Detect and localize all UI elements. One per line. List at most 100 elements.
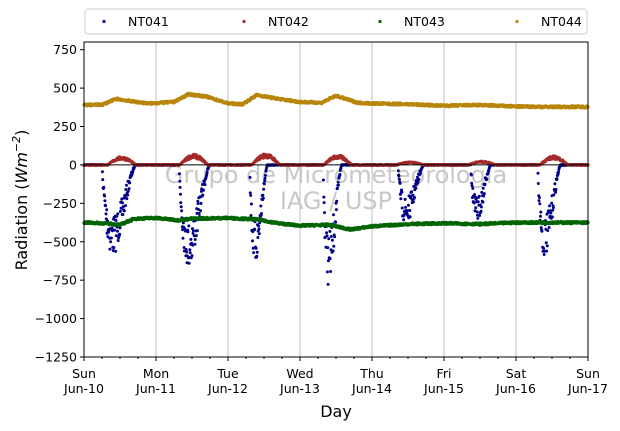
data-point	[325, 231, 329, 235]
data-point	[551, 206, 555, 210]
data-point	[326, 282, 330, 286]
data-point	[321, 178, 325, 182]
data-point	[179, 201, 183, 205]
data-point	[248, 191, 252, 195]
data-point	[554, 188, 558, 191]
data-point	[181, 236, 185, 240]
data-point	[254, 246, 258, 250]
data-point	[114, 249, 118, 253]
data-point	[187, 224, 191, 228]
data-point	[123, 204, 127, 208]
data-point	[122, 209, 126, 213]
data-point	[121, 201, 124, 205]
data-point	[408, 209, 412, 212]
data-point	[187, 261, 191, 265]
data-point	[482, 192, 486, 196]
data-point	[414, 186, 418, 190]
data-point	[257, 232, 261, 236]
data-point	[103, 199, 107, 203]
data-point	[336, 180, 340, 184]
data-point	[404, 205, 407, 209]
data-point	[475, 210, 479, 214]
data-point	[202, 180, 206, 184]
data-point	[549, 211, 553, 215]
data-point	[399, 197, 403, 201]
data-point	[337, 183, 340, 187]
data-point	[195, 229, 199, 233]
data-point	[178, 185, 182, 189]
data-point	[124, 188, 128, 191]
data-point	[397, 174, 401, 178]
data-point	[537, 196, 541, 199]
data-point	[201, 193, 205, 197]
data-point	[102, 185, 106, 189]
data-point	[486, 172, 490, 176]
data-point	[332, 244, 336, 248]
data-point	[183, 227, 187, 231]
data-point	[115, 214, 119, 218]
data-point	[482, 194, 486, 198]
data-point	[249, 193, 253, 197]
data-point	[182, 246, 186, 249]
data-point	[119, 206, 123, 210]
data-point	[473, 193, 477, 197]
plot-area: Grupo de Micrometeorologia IAG / USP	[82, 41, 590, 358]
data-point	[195, 211, 199, 215]
data-point	[554, 190, 558, 194]
data-point	[330, 238, 334, 242]
data-point	[413, 196, 416, 199]
data-point	[411, 193, 415, 197]
data-point	[263, 173, 267, 177]
data-point	[470, 181, 474, 185]
data-point	[406, 203, 410, 207]
data-point	[127, 187, 131, 191]
data-point	[408, 215, 412, 219]
data-point	[547, 226, 551, 229]
data-point	[188, 248, 192, 252]
data-point	[256, 236, 260, 239]
data-point	[101, 178, 105, 182]
data-point	[479, 205, 483, 209]
data-point	[332, 213, 335, 217]
data-point	[200, 183, 204, 186]
data-point	[110, 226, 114, 230]
data-point	[263, 176, 267, 180]
data-point	[544, 241, 548, 245]
data-point	[400, 206, 404, 210]
data-point	[262, 182, 266, 186]
data-point	[118, 209, 122, 213]
data-point	[118, 226, 122, 230]
data-point	[197, 212, 201, 215]
data-point	[104, 212, 108, 216]
data-point	[555, 177, 559, 181]
data-point	[539, 210, 543, 214]
data-point	[538, 202, 542, 206]
data-point	[262, 187, 266, 191]
data-point	[323, 211, 326, 215]
data-point	[483, 182, 487, 186]
legend-marker-nt042	[242, 19, 246, 24]
data-point	[196, 199, 200, 203]
data-point	[255, 250, 259, 254]
data-point	[105, 208, 109, 212]
data-point	[251, 246, 255, 250]
data-point	[116, 212, 120, 216]
data-point	[557, 170, 560, 174]
data-point	[261, 196, 265, 200]
data-point	[181, 221, 185, 225]
data-point	[328, 257, 332, 261]
data-point	[322, 201, 326, 205]
data-point	[474, 206, 478, 210]
data-point	[551, 208, 555, 212]
data-point	[546, 209, 550, 213]
data-point	[546, 229, 550, 232]
data-point	[128, 181, 132, 185]
legend-label-nt044: NT044	[541, 14, 582, 29]
data-point	[248, 175, 252, 179]
data-point	[259, 204, 263, 208]
data-point	[196, 202, 200, 206]
data-point	[416, 181, 420, 184]
data-point	[331, 249, 335, 253]
data-point	[116, 229, 119, 233]
legend-marker-nt043	[378, 19, 382, 24]
